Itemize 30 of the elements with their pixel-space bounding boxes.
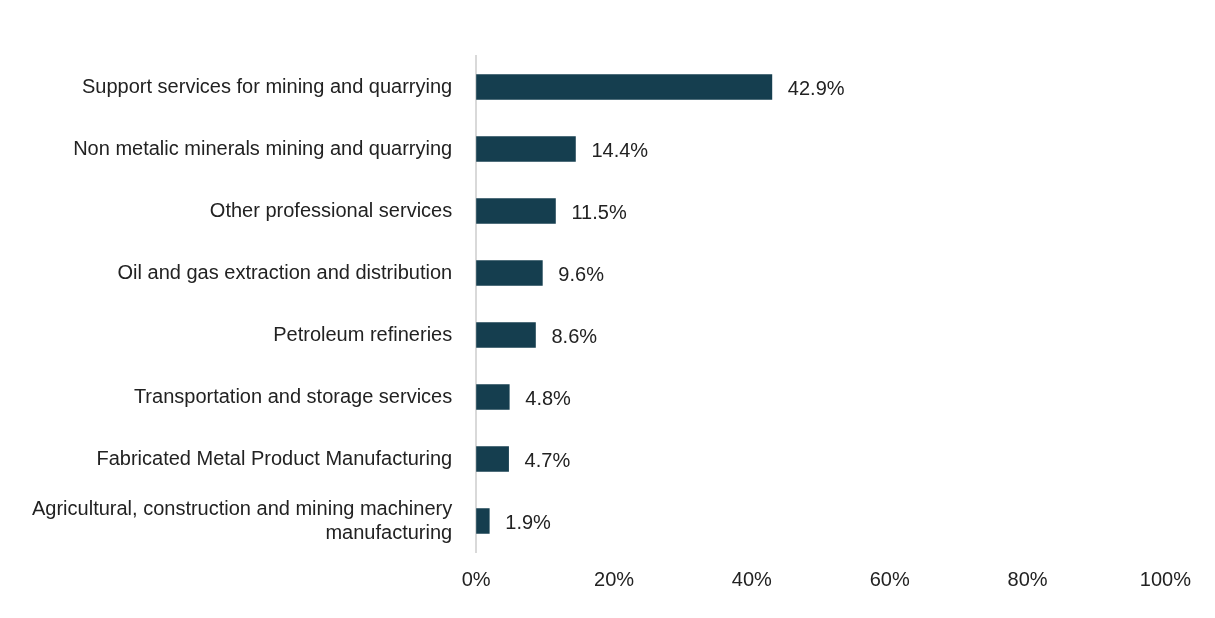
bar	[476, 384, 510, 410]
data-label: 42.9%	[787, 76, 845, 99]
data-label: 8.6%	[551, 324, 598, 347]
x-tick-label: 40%	[731, 567, 773, 590]
x-tick-label: 100%	[1139, 567, 1192, 590]
bar	[476, 508, 490, 534]
bar	[476, 260, 543, 286]
y-tick-label: Fabricated Metal Product Manufacturing	[96, 446, 453, 469]
y-tick-label: Non metalic minerals mining and quarrying	[73, 136, 453, 159]
data-label: 11.5%	[571, 200, 627, 223]
bar	[476, 136, 576, 162]
bar	[476, 446, 509, 472]
y-tick-label: Petroleum refineries	[273, 322, 453, 345]
data-label: 1.9%	[505, 510, 552, 533]
data-label: 14.4%	[591, 138, 649, 161]
data-label: 4.8%	[525, 386, 572, 409]
y-tick-label: Transportation and storage services	[133, 384, 453, 407]
y-tick-label: Agricultural, construction and mining machinery manufacturing	[31, 496, 453, 543]
x-tick-label: 20%	[594, 567, 635, 590]
bar	[476, 322, 536, 348]
bar	[476, 74, 773, 100]
y-tick-label: Oil and gas extraction and distribution	[117, 260, 453, 283]
y-tick-label: Support services for mining and quarrying	[82, 74, 453, 97]
bar	[476, 198, 556, 224]
x-tick-label: 80%	[1007, 567, 1048, 590]
x-tick-label: 60%	[869, 567, 910, 590]
x-tick-label: 0%	[461, 567, 491, 590]
y-tick-label: Other professional services	[209, 198, 453, 221]
data-label: 9.6%	[558, 262, 605, 285]
data-label: 4.7%	[524, 448, 571, 471]
